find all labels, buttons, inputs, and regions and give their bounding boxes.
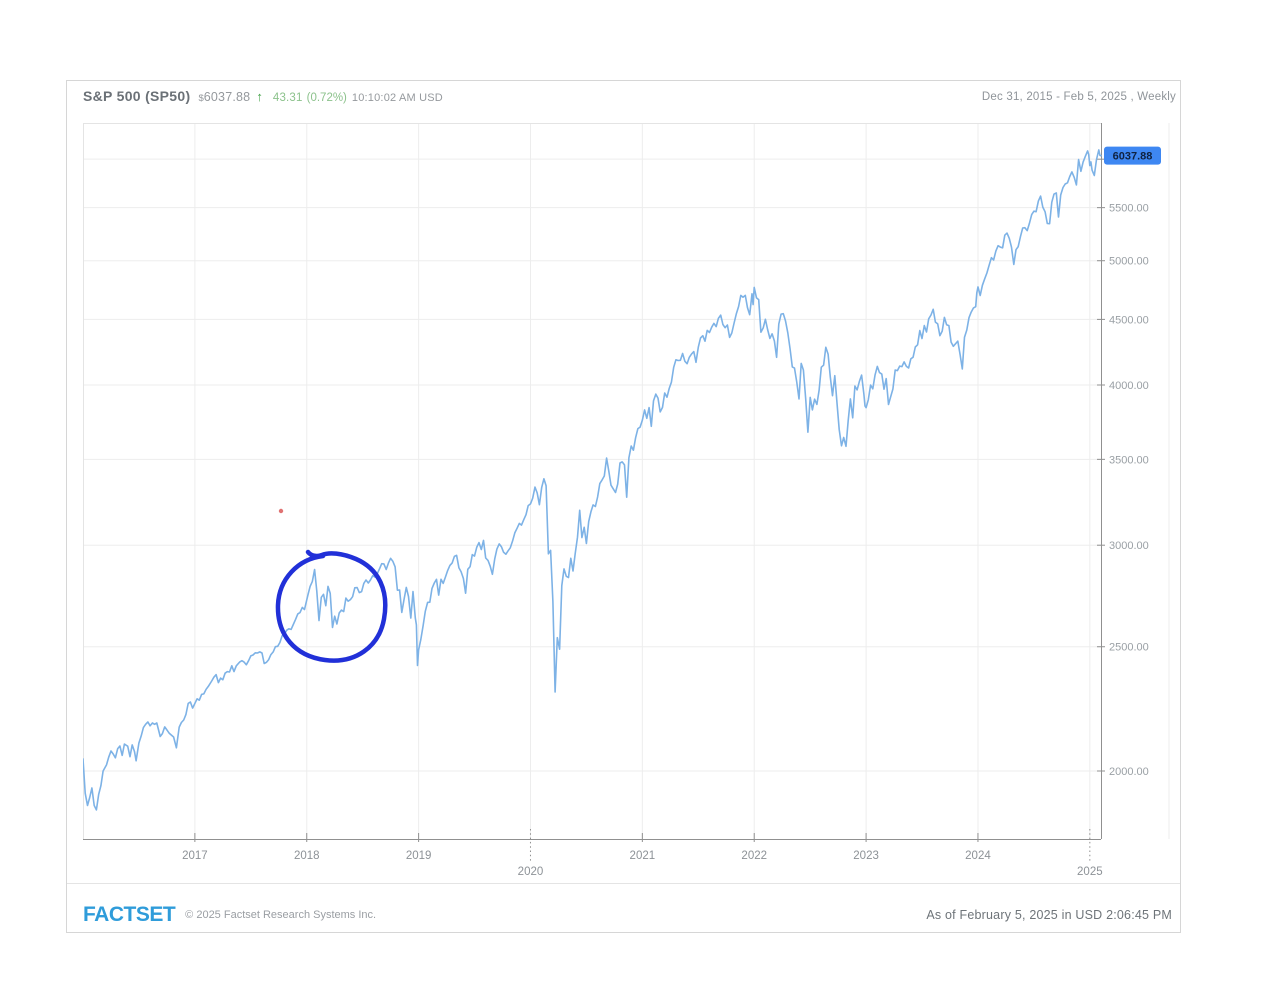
price-line xyxy=(83,149,1102,811)
plot-frame xyxy=(83,123,1102,840)
sp500-line xyxy=(83,149,1102,811)
y-axis-tick-label: 4500.00 xyxy=(1109,314,1149,326)
hand-drawn-circle-annotation xyxy=(275,549,388,663)
y-axis-tick-label: 4000.00 xyxy=(1109,380,1149,392)
chart-header: S&P 500 (SP50) $ 6037.88 ↑ 43.31 (0.72%)… xyxy=(83,88,443,104)
footer-left: FACTSET © 2025 Factset Research Systems … xyxy=(83,903,376,927)
price-change: 43.31 xyxy=(272,92,303,104)
y-axis-tick-label: 3500.00 xyxy=(1109,454,1149,466)
badge-background xyxy=(1104,146,1161,165)
as-of-timestamp: As of February 5, 2025 in USD 2:06:45 PM xyxy=(926,908,1172,922)
y-axis-tick-label: 3000.00 xyxy=(1109,540,1149,552)
quote-time: 10:10:02 AM USD xyxy=(351,92,443,104)
instrument-title: S&P 500 (SP50) xyxy=(83,88,191,104)
y-axis-tick-label: 2000.00 xyxy=(1109,766,1149,778)
currency-symbol: $ xyxy=(198,93,204,104)
price-chart[interactable]: 2000.00 2500.00 3000.00 3500.00 4000.00 4500.… xyxy=(83,123,1181,891)
x-axis-year-label: 2018 xyxy=(294,850,320,862)
x-axis-year-label: 2025 xyxy=(1077,866,1103,878)
up-arrow-icon: ↑ xyxy=(256,89,263,104)
footer: FACTSET © 2025 Factset Research Systems … xyxy=(83,901,1172,929)
x-axis-year-label: 2020 xyxy=(518,866,544,878)
x-axis-year-label: 2022 xyxy=(741,850,767,862)
date-range-label: Dec 31, 2015 - Feb 5, 2025 , Weekly xyxy=(981,91,1176,103)
annotations xyxy=(275,508,388,663)
footer-divider xyxy=(67,883,1180,884)
red-dot-annotation xyxy=(278,508,284,514)
y-axis-tick-label: 5500.00 xyxy=(1109,203,1149,215)
x-axis-year-label: 2019 xyxy=(406,850,432,862)
x-axis-year-label: 2021 xyxy=(630,850,656,862)
gridlines xyxy=(83,123,1170,839)
x-axis-year-label: 2017 xyxy=(182,850,208,862)
price-change-percent: (0.72%) xyxy=(306,92,347,104)
last-price: 6037.88 xyxy=(203,90,251,104)
badge-price-label: 6037.88 xyxy=(1113,151,1153,163)
copyright-text: © 2025 Factset Research Systems Inc. xyxy=(185,909,377,921)
last-price-badge: 6037.88 xyxy=(1104,146,1161,165)
chart-card: S&P 500 (SP50) $ 6037.88 ↑ 43.31 (0.72%)… xyxy=(66,80,1181,933)
y-axis-tick-label: 2500.00 xyxy=(1109,642,1149,654)
axis-labels: 2000.00 2500.00 3000.00 3500.00 4000.00 4500.… xyxy=(182,158,1149,878)
x-axis-year-label: 2023 xyxy=(853,850,879,862)
y-axis-tick-label: 5000.00 xyxy=(1109,256,1149,268)
factset-logo: FACTSET xyxy=(83,903,176,926)
x-axis-year-label: 2024 xyxy=(965,850,991,862)
